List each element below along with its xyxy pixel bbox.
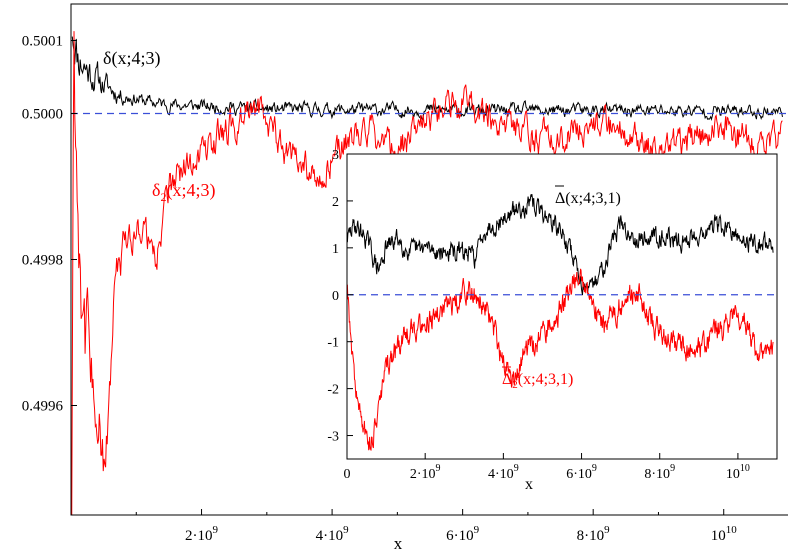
- inset-y-tick-label: -3: [327, 430, 339, 445]
- main-y-tick-label: 0.4996: [22, 399, 64, 415]
- main-y-tick-label: 0.4998: [22, 253, 63, 269]
- inset-ticks-layer: 0 2·109 4·109 6·109 8·109 1010 -3 -2 -1 0 1 2 3: [327, 148, 750, 482]
- inset-series-line-0: [347, 193, 774, 296]
- inset-chart: 0 2·109 4·109 6·109 8·109 1010 -3 -2 -1 0 1 2 3 x Δ(…: [327, 148, 778, 493]
- inset-x-tick-label: 1010: [726, 463, 750, 482]
- main-y-tick-label: 0.5001: [22, 34, 63, 50]
- inset-series-layer: [347, 193, 774, 451]
- inset-y-tick-label: 1: [332, 242, 339, 257]
- inset-y-tick-label: -1: [327, 336, 339, 351]
- inset-y-tick-label: 0: [332, 289, 339, 304]
- inset-x-tick-label: 2·109: [410, 463, 441, 482]
- inset-x-tick-label: 0: [344, 467, 351, 482]
- inset-series-line-1: [347, 268, 774, 451]
- main-chart: 2·109 4·109 6·109 8·109 1010 0.4996 0.4998 0.50…: [22, 3, 788, 551]
- inset-x-tick-label: 8·109: [644, 463, 675, 482]
- inset-x-tick-label: 4·109: [488, 463, 519, 482]
- svg-text:Δ(x;4;3,1): Δ(x;4;3,1): [555, 190, 621, 207]
- inset-y-tick-label: 2: [332, 195, 339, 210]
- inset-series-label-delta2-bar: Δ2(x;4;3,1): [502, 366, 573, 391]
- main-x-tick-label: 8·109: [577, 524, 611, 544]
- main-series-line-1: [71, 31, 783, 515]
- inset-x-tick-label: 6·109: [566, 463, 597, 482]
- main-x-tick-label: 1010: [711, 524, 738, 544]
- main-ticks-layer: 2·109 4·109 6·109 8·109 1010 0.4996 0.4998 0.50…: [22, 34, 737, 545]
- inset-y-tick-label: 3: [332, 148, 339, 163]
- main-x-tick-label: 6·109: [446, 524, 480, 544]
- main-x-tick-label: 4·109: [316, 524, 350, 544]
- main-series-label-delta: δ(x;4;3): [103, 48, 160, 69]
- main-series-label-delta2: δ2(x;4;3): [152, 180, 215, 204]
- inset-series-label-delta-bar: Δ(x;4;3,1): [555, 185, 621, 207]
- main-y-tick-label: 0.5000: [22, 107, 63, 123]
- main-x-tick-label: 2·109: [185, 524, 219, 544]
- svg-text:Δ2(x;4;3,1): Δ2(x;4;3,1): [502, 371, 573, 391]
- inset-x-axis-label: x: [525, 476, 533, 493]
- inset-plot-frame: [346, 153, 778, 460]
- main-plot-frame: [70, 3, 788, 516]
- inset-y-tick-label: -2: [327, 383, 339, 398]
- main-x-axis-label: x: [394, 534, 403, 551]
